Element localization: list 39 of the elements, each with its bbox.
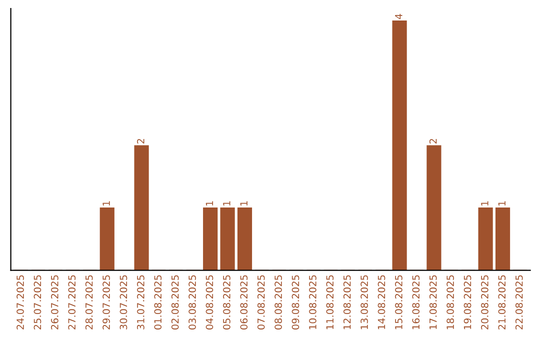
data-label: 2 [136,139,144,144]
x-tick-label: 01.08.2025 [154,275,162,330]
x-tick-label: 16.08.2025 [412,275,420,330]
x-tick-label: 05.08.2025 [223,275,230,330]
x-tick-label: 29.07.2025 [102,275,110,330]
x-tick-label: 21.08.2025 [498,275,506,330]
x-tick-label: 07.08.2025 [257,275,265,330]
x-tick-label: 22.08.2025 [515,275,523,330]
x-tick-label: 19.08.2025 [464,275,472,330]
x-tick-label: 30.07.2025 [120,275,128,330]
data-label: 4 [395,14,402,20]
x-tick-label: 10.08.2025 [309,275,316,330]
data-label: 1 [206,201,214,206]
x-tick-label: 06.08.2025 [240,275,248,330]
x-tick-label: 11.08.2025 [326,275,334,330]
data-label: 1 [240,201,248,206]
data-label: 2 [429,139,437,144]
x-tick-label: 09.08.2025 [292,275,300,330]
x-tick-label: 28.07.2025 [85,275,93,330]
x-tick-label: 08.08.2025 [274,275,282,330]
x-tick-label: 31.07.2025 [136,275,144,330]
x-tick-label: 24.07.2025 [16,275,24,330]
data-label: 1 [102,201,110,206]
x-tick-label: 25.07.2025 [34,275,42,330]
x-tick-label: 15.08.2025 [395,275,402,330]
x-tick-label: 03.08.2025 [188,275,196,330]
x-tick-label: 12.08.2025 [343,275,351,330]
x-tick-label: 04.08.2025 [206,275,214,330]
x-tick-label: 13.08.2025 [360,275,368,330]
data-label: 1 [498,201,506,206]
x-tick-label: 17.08.2025 [429,275,437,330]
x-tick-label: 26.07.2025 [50,275,58,330]
x-tick-label: 18.08.2025 [446,275,454,330]
x-tick-label: 20.08.2025 [481,275,488,330]
x-tick-label: 27.07.2025 [68,275,76,330]
data-label: 1 [481,201,488,206]
data-label: 1 [223,201,230,206]
x-tick-label: 02.08.2025 [171,275,179,330]
x-tick-label: 14.08.2025 [378,275,386,330]
